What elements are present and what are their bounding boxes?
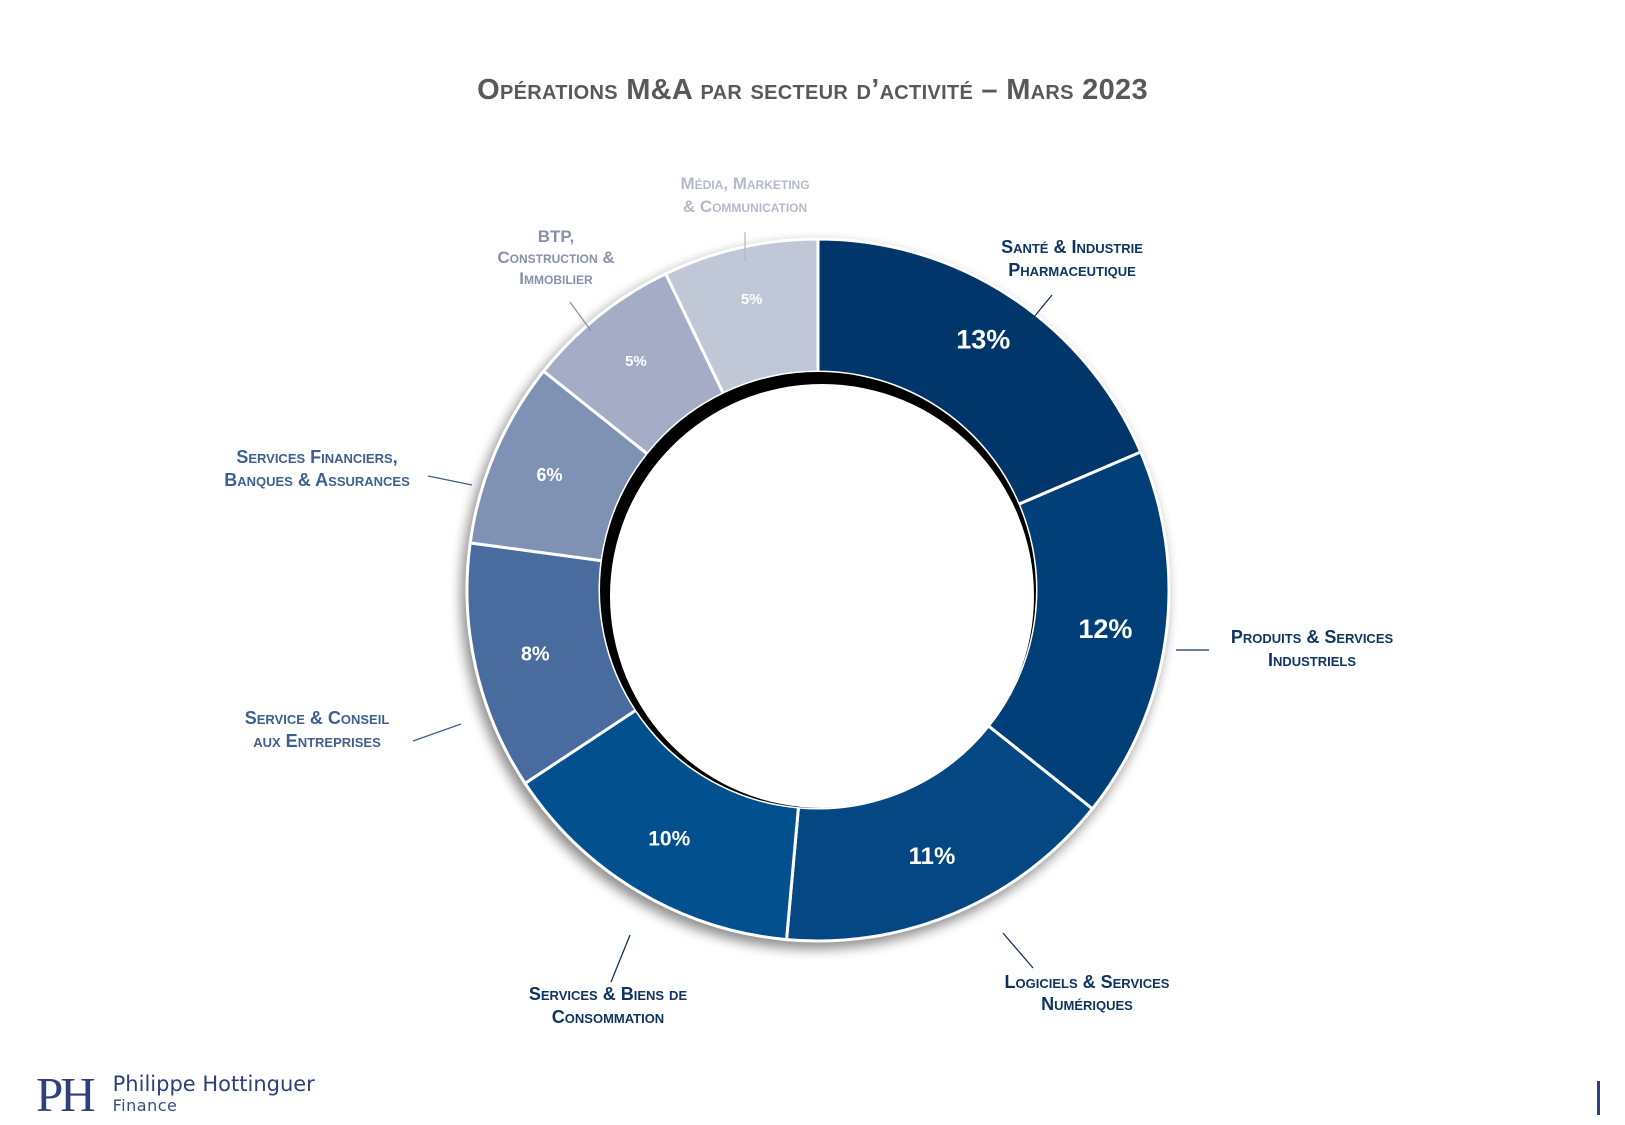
category-label-2: Produits & Services Industriels bbox=[1231, 627, 1394, 670]
category-label-line: aux Entreprises bbox=[253, 731, 381, 751]
leader-line-7 bbox=[569, 301, 592, 332]
leader-line-1 bbox=[1024, 294, 1053, 329]
value-label-2: 12% bbox=[1078, 614, 1132, 644]
value-label-5: 8% bbox=[521, 644, 550, 666]
brand-subtitle: Finance bbox=[112, 1096, 178, 1115]
value-label-7: 5% bbox=[625, 353, 647, 370]
donut-slice-1 bbox=[816, 237, 1143, 507]
category-label-line: Services & Biens de bbox=[529, 984, 688, 1004]
leader-line-4 bbox=[610, 934, 631, 983]
category-label-line: Banques & Assurances bbox=[224, 470, 410, 490]
brand-monogram: PH bbox=[36, 1067, 96, 1122]
category-labels: Santé & Industrie Pharmaceutique Produits … bbox=[224, 174, 1393, 1027]
value-label-8: 5% bbox=[741, 291, 763, 308]
category-label-line: Consommation bbox=[552, 1007, 664, 1027]
category-label-3: Logiciels & Services Numériques bbox=[1005, 972, 1170, 1014]
category-label-4: Services & Biens de Consommation bbox=[529, 984, 688, 1027]
value-label-4: 10% bbox=[648, 827, 690, 850]
category-label-line: Construction & bbox=[497, 248, 614, 267]
donut-hole bbox=[600, 372, 1036, 808]
category-label-line: & Communication bbox=[683, 197, 807, 216]
category-label-line: BTP, bbox=[538, 227, 575, 246]
category-label-line: Pharmaceutique bbox=[1008, 260, 1136, 280]
page-marker bbox=[1597, 1081, 1600, 1115]
category-label-line: Santé & Industrie bbox=[1001, 237, 1143, 257]
leader-lines bbox=[412, 232, 1209, 983]
category-label-line: Industriels bbox=[1268, 650, 1356, 670]
brand-logo: PH Philippe Hottinguer Finance bbox=[36, 1067, 315, 1122]
category-label-1: Santé & Industrie Pharmaceutique bbox=[1001, 237, 1143, 280]
chart-title: Opérations M&A par secteur d’activité – … bbox=[477, 74, 1148, 106]
brand-text: Philippe Hottinguer Finance bbox=[113, 1072, 315, 1116]
donut-hole-fill bbox=[610, 384, 1034, 808]
category-label-6: Services Financiers, Banques & Assurances bbox=[224, 447, 410, 490]
category-label-line: Média, Marketing bbox=[680, 174, 809, 193]
brand-name: Philippe Hottinguer bbox=[112, 1072, 315, 1096]
value-label-1: 13% bbox=[956, 325, 1010, 355]
category-label-5: Service & Conseil aux Entreprises bbox=[245, 708, 390, 751]
category-label-line: Produits & Services bbox=[1231, 627, 1394, 647]
leader-line-3 bbox=[1002, 932, 1034, 969]
category-label-line: Immobilier bbox=[519, 269, 593, 288]
value-label-6: 6% bbox=[536, 465, 562, 485]
category-label-7: BTP, Construction & Immobilier bbox=[497, 227, 614, 288]
category-label-line: Service & Conseil bbox=[245, 708, 390, 728]
leader-line-5 bbox=[412, 723, 462, 742]
category-label-line: Numériques bbox=[1041, 994, 1133, 1014]
category-label-line: Services Financiers, bbox=[236, 447, 397, 467]
category-label-8: Média, Marketing & Communication bbox=[680, 174, 809, 216]
value-label-3: 11% bbox=[909, 843, 956, 870]
value-labels: 13% 12% 11% 10% 8% 6% 5% 5% bbox=[521, 291, 1133, 870]
leader-line-6 bbox=[427, 475, 473, 486]
category-label-line: Logiciels & Services bbox=[1005, 972, 1170, 992]
